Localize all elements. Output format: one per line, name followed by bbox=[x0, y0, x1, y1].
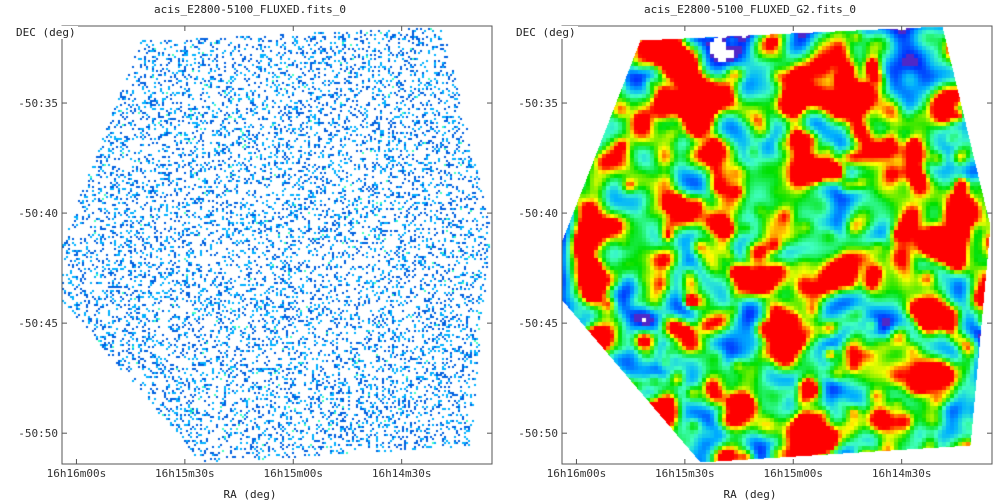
y-tick-label: -50:50 bbox=[518, 427, 558, 440]
x-axis-label: RA (deg) bbox=[223, 488, 277, 501]
y-tick-label: -50:50 bbox=[18, 427, 58, 440]
left-image-panel: acis_E2800-5100_FLUXED.fits_0 16h16m00s 1… bbox=[0, 0, 500, 504]
x-tick-label: 16h15m30s bbox=[655, 467, 715, 480]
y-tick-label: -50:40 bbox=[18, 207, 58, 220]
x-tick-label: 16h15m30s bbox=[155, 467, 215, 480]
x-tick-label: 16h14m30s bbox=[872, 467, 932, 480]
x-tick-label: 16h16m00s bbox=[47, 467, 107, 480]
y-axis-label: DEC (deg) bbox=[516, 26, 578, 39]
x-tick-label: 16h16m00s bbox=[547, 467, 607, 480]
x-tick-label: 16h15m00s bbox=[763, 467, 823, 480]
sky-image bbox=[62, 26, 492, 464]
plot-frame bbox=[61, 25, 493, 465]
plot-frame bbox=[561, 25, 993, 465]
x-tick-label: 16h15m00s bbox=[263, 467, 323, 480]
right-image-panel: acis_E2800-5100_FLUXED_G2.fits_0 16h16m0… bbox=[500, 0, 1000, 504]
y-tick-label: -50:45 bbox=[518, 317, 558, 330]
chart-plot-right[interactable]: 16h16m00s 16h15m30s 16h15m00s 16h14m30s -50:… bbox=[500, 0, 1000, 504]
x-axis-label: RA (deg) bbox=[723, 488, 777, 501]
chart-title: acis_E2800-5100_FLUXED.fits_0 bbox=[153, 3, 347, 16]
y-tick-label: -50:45 bbox=[18, 317, 58, 330]
sky-image bbox=[562, 26, 992, 464]
y-tick-label: -50:35 bbox=[518, 97, 558, 110]
chart-plot-left[interactable]: 16h16m00s 16h15m30s 16h15m00s 16h14m30s -50:… bbox=[0, 0, 500, 504]
chart-title: acis_E2800-5100_FLUXED_G2.fits_0 bbox=[644, 3, 856, 16]
y-tick-label: -50:40 bbox=[518, 207, 558, 220]
x-tick-label: 16h14m30s bbox=[372, 467, 432, 480]
y-axis-label: DEC (deg) bbox=[16, 26, 78, 39]
y-tick-label: -50:35 bbox=[18, 97, 58, 110]
